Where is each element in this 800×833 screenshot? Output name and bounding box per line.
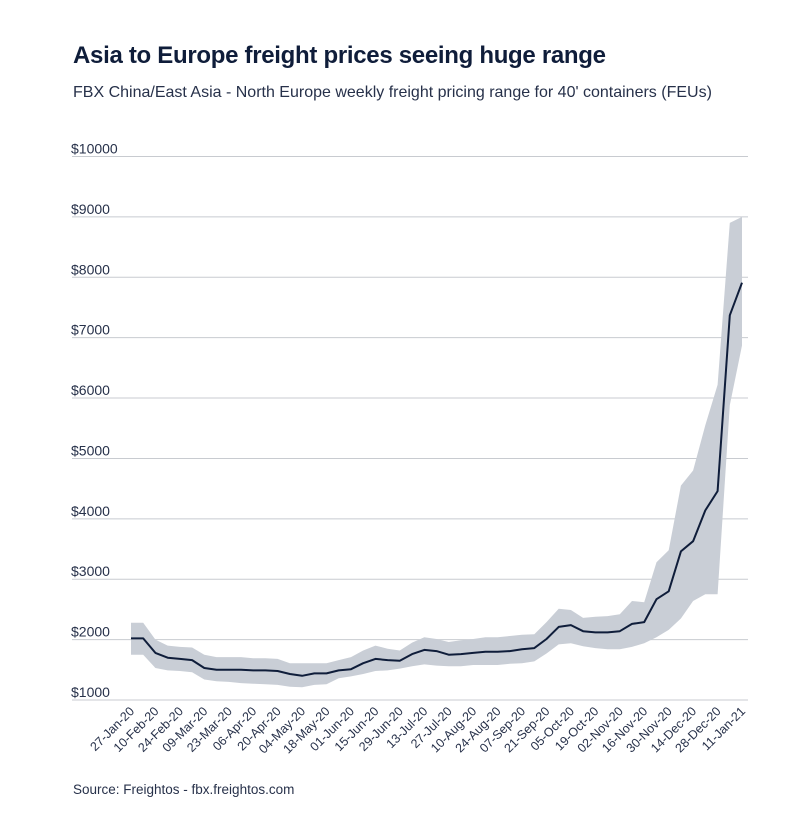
y-axis-ticks: $1000 $2000 $3000 $4000 $5000 $6000 $7000 $8000… [71, 141, 118, 701]
y-tick-label: $9000 [71, 201, 110, 217]
y-tick-label: $8000 [71, 261, 110, 277]
y-tick-label: $1000 [71, 684, 110, 700]
y-tick-label: $4000 [71, 503, 110, 519]
y-tick-label: $7000 [71, 322, 110, 338]
price-line [130, 282, 743, 677]
y-tick-label: $10000 [71, 141, 118, 157]
y-tick-label: $2000 [71, 624, 110, 640]
price-series-line [131, 282, 743, 677]
chart-title: Asia to Europe freight prices seeing hug… [73, 42, 606, 69]
y-tick-label: $3000 [71, 563, 110, 579]
chart-subtitle: FBX China/East Asia - North Europe weekl… [73, 84, 712, 101]
range-band-area [131, 216, 742, 688]
chart-source: Source: Freightos - fbx.freightos.com [73, 782, 295, 797]
y-tick-label: $5000 [71, 442, 110, 458]
y-tick-label: $6000 [71, 382, 110, 398]
price-range-band [131, 216, 742, 688]
x-axis-ticks: 27-Jan-2010-Feb-2024-Feb-2009-Mar-2023-M… [87, 704, 748, 756]
gridlines [72, 156, 748, 701]
